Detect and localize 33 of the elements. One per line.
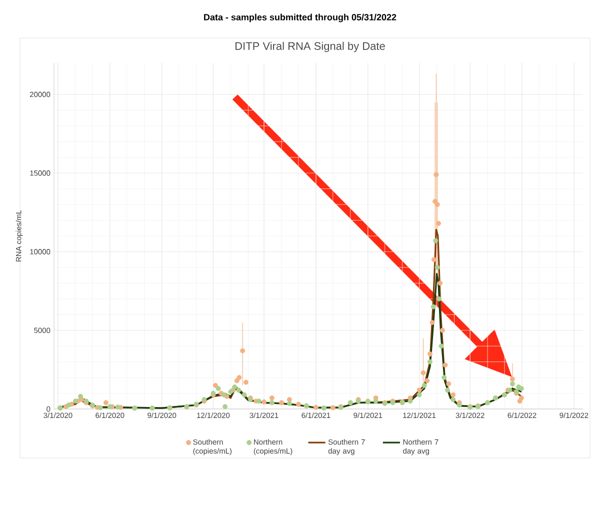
point [438, 344, 444, 349]
chart-title: Data - samples submitted through 05/31/2022 [204, 14, 396, 22]
point [373, 398, 378, 404]
point [408, 398, 413, 404]
point [269, 400, 274, 406]
point [456, 402, 462, 408]
point [428, 359, 433, 364]
point [436, 296, 442, 302]
point [98, 405, 103, 410]
point [216, 386, 221, 392]
point [518, 386, 524, 392]
point [72, 398, 78, 404]
point [434, 264, 440, 270]
chart-subtitle: DITP Viral RNA Signal by Date [236, 42, 385, 52]
point [222, 404, 228, 410]
point [236, 388, 242, 393]
point [416, 392, 422, 398]
point [256, 398, 262, 404]
point [107, 404, 112, 410]
point [445, 388, 450, 393]
point [232, 384, 238, 390]
point [66, 402, 72, 408]
point [510, 381, 515, 386]
point [433, 238, 438, 244]
point [286, 400, 292, 406]
point [78, 394, 84, 399]
point [242, 392, 247, 398]
point [422, 382, 427, 388]
point [442, 375, 447, 380]
point [115, 404, 120, 410]
point [221, 392, 226, 398]
point [450, 397, 456, 402]
point [430, 304, 436, 310]
